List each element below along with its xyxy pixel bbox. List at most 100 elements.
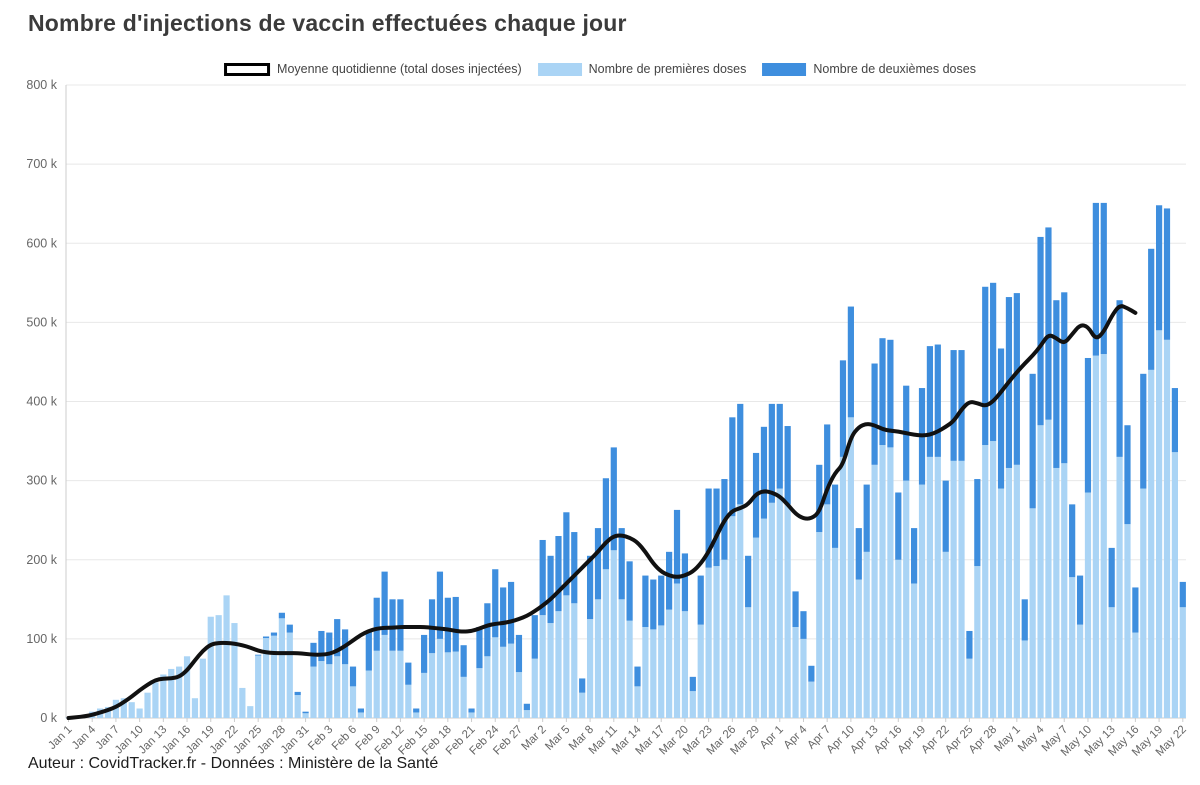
bar-first-dose[interactable] <box>460 676 467 718</box>
bar-second-dose[interactable] <box>950 350 957 461</box>
bar-second-dose[interactable] <box>484 603 491 657</box>
bar-first-dose[interactable] <box>1155 330 1163 718</box>
bar-second-dose[interactable] <box>1100 202 1107 355</box>
bar-first-dose[interactable] <box>1061 463 1068 718</box>
bar-first-dose[interactable] <box>666 609 673 718</box>
bar-first-dose[interactable] <box>1108 607 1115 718</box>
bar-second-dose[interactable] <box>318 630 325 662</box>
bar-second-dose[interactable] <box>1116 300 1123 457</box>
bar-second-dose[interactable] <box>1021 599 1028 641</box>
bar-second-dose[interactable] <box>547 555 554 624</box>
bar-first-dose[interactable] <box>294 695 301 718</box>
bar-first-dose[interactable] <box>831 547 839 718</box>
bar-second-dose[interactable] <box>1132 587 1139 633</box>
bar-second-dose[interactable] <box>713 488 720 567</box>
bar-first-dose[interactable] <box>1124 524 1131 718</box>
bar-first-dose[interactable] <box>792 627 799 718</box>
bar-first-dose[interactable] <box>413 712 420 718</box>
bar-first-dose[interactable] <box>1021 640 1028 718</box>
bar-second-dose[interactable] <box>729 417 736 517</box>
bar-second-dose[interactable] <box>436 571 444 639</box>
bar-second-dose[interactable] <box>302 711 309 714</box>
bar-second-dose[interactable] <box>1045 227 1052 420</box>
bar-first-dose[interactable] <box>539 615 546 718</box>
bar-first-dose[interactable] <box>136 708 143 718</box>
bar-second-dose[interactable] <box>389 599 396 651</box>
bar-first-dose[interactable] <box>911 583 918 718</box>
bar-first-dose[interactable] <box>721 559 728 718</box>
bar-first-dose[interactable] <box>1037 425 1044 718</box>
bar-first-dose[interactable] <box>563 595 570 718</box>
legend-item-average[interactable]: Moyenne quotidienne (total doses injecté… <box>224 62 522 76</box>
bar-first-dose[interactable] <box>428 653 436 718</box>
bar-second-dose[interactable] <box>792 591 799 628</box>
bar-second-dose[interactable] <box>618 528 625 600</box>
bar-first-dose[interactable] <box>618 599 625 718</box>
bar-first-dose[interactable] <box>286 632 293 718</box>
bar-first-dose[interactable] <box>262 638 270 718</box>
bar-first-dose[interactable] <box>745 607 752 718</box>
bar-first-dose[interactable] <box>958 460 965 718</box>
bar-first-dose[interactable] <box>594 599 602 718</box>
bar-first-dose[interactable] <box>247 706 254 718</box>
bar-first-dose[interactable] <box>895 559 902 718</box>
bar-first-dose[interactable] <box>705 567 712 718</box>
bar-second-dose[interactable] <box>974 479 981 567</box>
bar-first-dose[interactable] <box>982 445 989 718</box>
bar-first-dose[interactable] <box>444 652 451 718</box>
bar-second-dose[interactable] <box>539 539 546 616</box>
bar-first-dose[interactable] <box>571 603 578 718</box>
bar-second-dose[interactable] <box>1069 504 1076 578</box>
bar-first-dose[interactable] <box>942 551 949 718</box>
bar-second-dose[interactable] <box>373 597 380 651</box>
bar-second-dose[interactable] <box>326 632 333 665</box>
bar-first-dose[interactable] <box>318 661 325 718</box>
bar-first-dose[interactable] <box>950 460 957 718</box>
bar-second-dose[interactable] <box>816 464 823 533</box>
bar-second-dose[interactable] <box>602 478 609 570</box>
bar-first-dose[interactable] <box>871 464 878 718</box>
bar-second-dose[interactable] <box>990 282 997 442</box>
bar-second-dose[interactable] <box>1084 357 1092 493</box>
bar-second-dose[interactable] <box>847 306 854 418</box>
bar-first-dose[interactable] <box>128 702 135 718</box>
bar-second-dose[interactable] <box>1179 581 1186 608</box>
bar-second-dose[interactable] <box>444 597 451 653</box>
bar-first-dose[interactable] <box>808 681 815 718</box>
bar-second-dose[interactable] <box>768 403 775 503</box>
bar-first-dose[interactable] <box>1100 354 1107 718</box>
bar-second-dose[interactable] <box>1108 547 1115 608</box>
bar-first-dose[interactable] <box>326 664 333 718</box>
bar-second-dose[interactable] <box>555 536 562 612</box>
bar-second-dose[interactable] <box>760 426 768 519</box>
bar-second-dose[interactable] <box>278 612 285 619</box>
bar-second-dose[interactable] <box>262 636 270 639</box>
bar-second-dose[interactable] <box>895 492 902 560</box>
bar-second-dose[interactable] <box>365 630 372 671</box>
bar-second-dose[interactable] <box>1140 373 1147 489</box>
bar-first-dose[interactable] <box>349 686 357 718</box>
bar-second-dose[interactable] <box>334 619 341 657</box>
bar-first-dose[interactable] <box>515 672 523 718</box>
bar-second-dose[interactable] <box>563 512 570 596</box>
bar-first-dose[interactable] <box>104 706 112 718</box>
bar-first-dose[interactable] <box>1092 355 1099 718</box>
bar-second-dose[interactable] <box>1076 575 1084 625</box>
bar-first-dose[interactable] <box>1084 492 1092 718</box>
bar-first-dose[interactable] <box>934 456 941 718</box>
bar-first-dose[interactable] <box>1171 452 1178 718</box>
bar-second-dose[interactable] <box>492 569 499 638</box>
bar-second-dose[interactable] <box>745 555 752 608</box>
bar-second-dose[interactable] <box>800 611 807 639</box>
bar-first-dose[interactable] <box>389 650 396 718</box>
bar-first-dose[interactable] <box>997 488 1005 718</box>
bar-first-dose[interactable] <box>176 666 183 718</box>
bar-first-dose[interactable] <box>452 651 459 718</box>
bar-first-dose[interactable] <box>697 624 704 718</box>
bar-second-dose[interactable] <box>1163 208 1171 340</box>
bar-second-dose[interactable] <box>468 708 475 713</box>
bar-second-dose[interactable] <box>855 528 862 580</box>
bar-second-dose[interactable] <box>452 596 459 652</box>
bar-first-dose[interactable] <box>199 658 206 718</box>
bar-second-dose[interactable] <box>982 286 989 446</box>
